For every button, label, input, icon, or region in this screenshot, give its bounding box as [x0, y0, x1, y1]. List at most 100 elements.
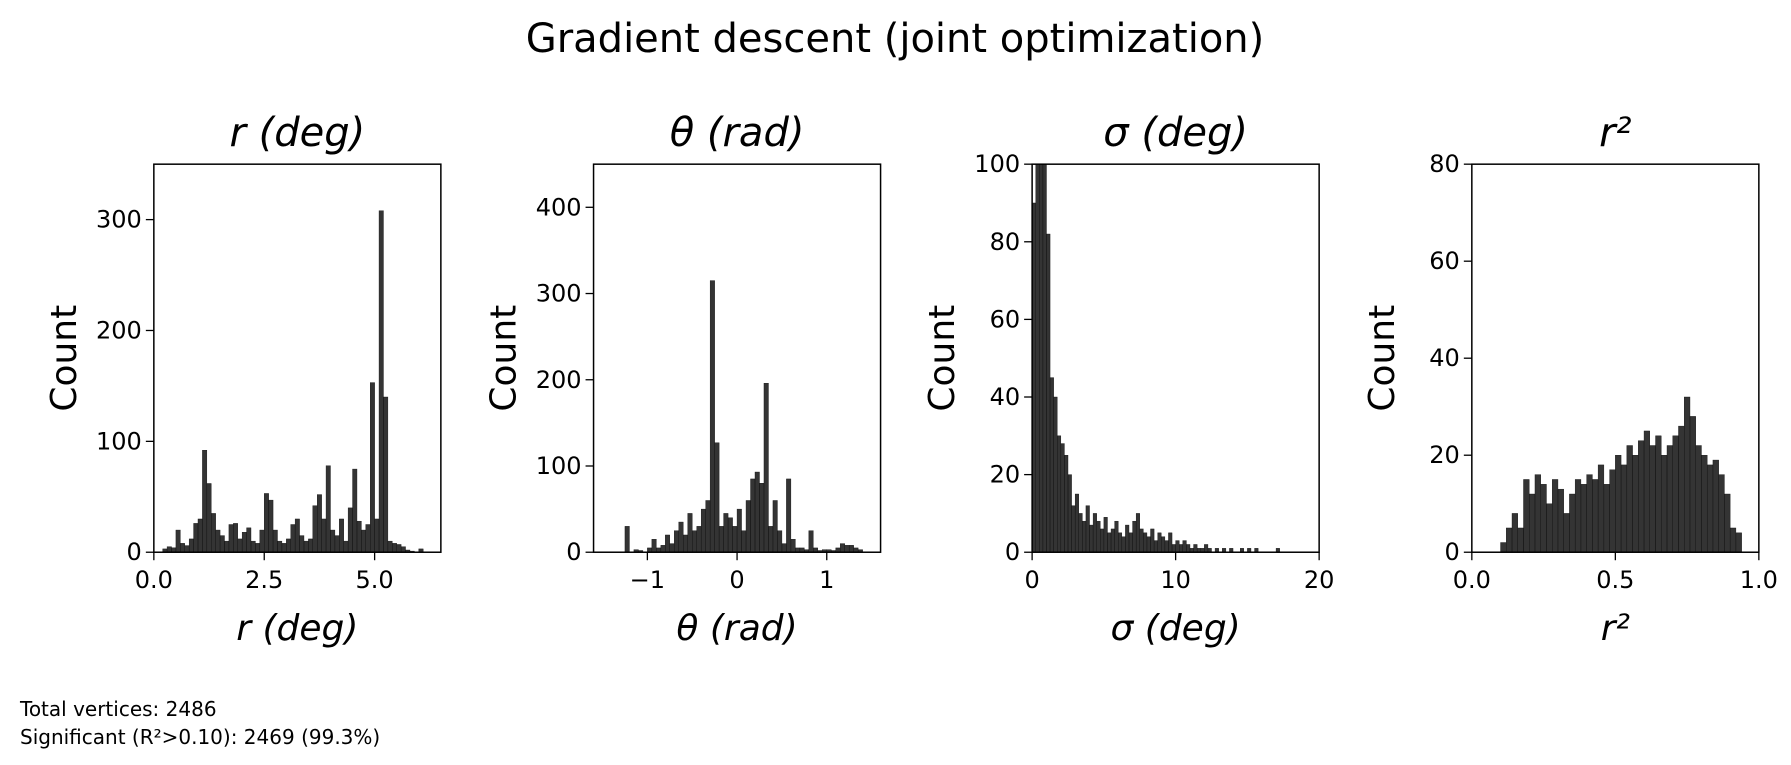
bar — [678, 521, 684, 553]
axes-frame — [592, 163, 882, 553]
bar — [268, 499, 274, 553]
bar — [1139, 528, 1144, 553]
bar — [1182, 540, 1187, 553]
bar — [374, 518, 380, 553]
bar — [259, 529, 265, 553]
bar — [624, 526, 630, 553]
bar — [290, 524, 296, 553]
bar — [1053, 396, 1058, 553]
bar — [294, 518, 300, 553]
x-axis-label: σ (deg) — [1111, 608, 1241, 649]
bar — [1689, 416, 1696, 553]
bar — [1546, 503, 1553, 553]
bar — [1042, 164, 1047, 553]
bar — [848, 545, 854, 553]
bar — [1706, 464, 1714, 553]
bar — [1089, 524, 1094, 553]
bar — [1500, 542, 1507, 553]
bar — [1551, 479, 1559, 553]
bar — [727, 517, 733, 553]
bar — [1179, 544, 1184, 553]
y-tick-label: 0 — [1005, 538, 1020, 566]
y-tick-label: 0 — [566, 538, 581, 566]
bar — [1114, 520, 1119, 553]
bar — [692, 530, 697, 553]
bar — [1057, 435, 1062, 553]
bar — [215, 529, 221, 553]
bar — [1563, 513, 1570, 553]
bar — [732, 526, 738, 553]
bar — [211, 513, 216, 553]
bar — [1046, 233, 1051, 553]
bar — [193, 523, 199, 553]
bar — [378, 210, 384, 553]
bar — [1729, 527, 1737, 553]
bar — [768, 526, 774, 553]
bar — [1171, 544, 1176, 553]
y-tick-label: 400 — [536, 193, 582, 221]
y-tick-label: 60 — [1429, 247, 1460, 275]
bar — [1615, 455, 1622, 553]
bar — [1580, 484, 1587, 553]
x-tick-label: 0 — [729, 566, 744, 594]
bar — [1523, 479, 1530, 553]
x-tick-label: 0 — [1024, 566, 1039, 594]
bar — [1164, 540, 1169, 553]
bar — [1678, 425, 1685, 553]
bar — [1096, 520, 1101, 553]
bar — [665, 534, 670, 553]
histogram — [162, 210, 424, 553]
bar — [246, 527, 252, 553]
bar — [1100, 528, 1105, 553]
bar — [1153, 540, 1158, 553]
axes-title: r (deg) — [229, 110, 365, 156]
y-tick-label: 100 — [96, 427, 142, 455]
bar — [700, 508, 706, 553]
bar — [1511, 513, 1518, 553]
bar — [1204, 544, 1209, 553]
bar — [1103, 517, 1108, 553]
bar — [1684, 396, 1691, 553]
footer-line: Significant (R²>0.10): 2469 (99.3%) — [20, 725, 380, 749]
bar — [1071, 505, 1076, 553]
bar — [1157, 532, 1162, 553]
y-tick-label: 200 — [536, 366, 582, 394]
bar — [1638, 440, 1645, 553]
bar — [1135, 513, 1140, 553]
bar — [303, 540, 309, 553]
x-tick-label: 2.5 — [245, 566, 283, 594]
bar — [1735, 532, 1742, 553]
bar — [709, 280, 715, 553]
bar — [1143, 532, 1148, 553]
bar — [1064, 455, 1069, 553]
bar — [317, 494, 322, 553]
x-tick-label: 1 — [819, 566, 834, 594]
bar — [1110, 528, 1115, 553]
bar — [219, 535, 225, 553]
bar — [840, 543, 845, 553]
bar — [1039, 164, 1044, 553]
bar — [352, 468, 358, 553]
bar — [418, 548, 424, 553]
x-tick-label: 1.0 — [1740, 566, 1778, 594]
bar — [741, 530, 747, 553]
bar — [1146, 536, 1151, 553]
bar — [723, 513, 729, 553]
bar — [1672, 435, 1679, 553]
bar — [1132, 520, 1137, 553]
bar — [1626, 445, 1633, 553]
bar — [308, 538, 314, 553]
x-tick-label: 0.0 — [135, 566, 173, 594]
bar — [321, 518, 327, 553]
bar — [180, 543, 185, 553]
bar — [400, 546, 406, 553]
x-axis-label: r² — [1601, 608, 1630, 649]
bar — [1060, 443, 1065, 553]
bar — [1175, 540, 1180, 553]
bar — [736, 508, 742, 553]
bar — [1118, 532, 1123, 553]
histogram — [624, 280, 863, 553]
bar — [813, 547, 818, 553]
bar — [1574, 479, 1582, 553]
y-tick-label: 60 — [990, 305, 1021, 333]
